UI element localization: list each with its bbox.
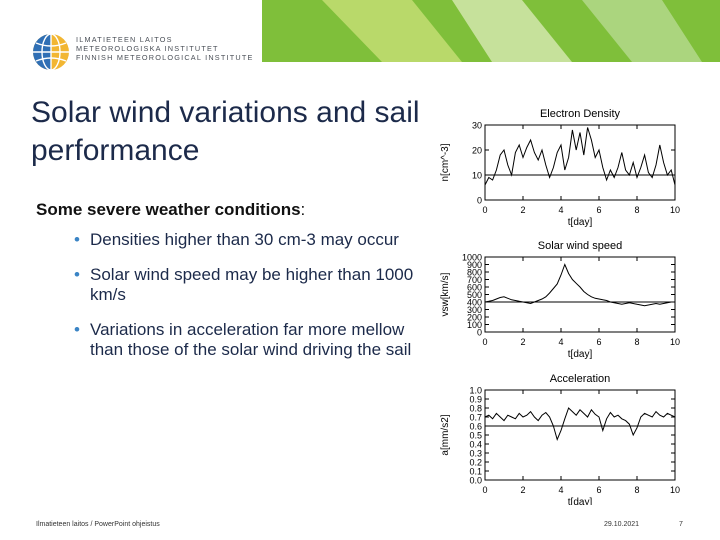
- institute-name-sv: METEOROLOGISKA INSTITUTET: [76, 44, 219, 53]
- x-tick-label: 6: [596, 485, 601, 495]
- x-tick-label: 4: [558, 205, 563, 215]
- institute-name-en: FINNISH METEOROLOGICAL INSTITUTE: [76, 53, 254, 62]
- plot-frame: [484, 256, 676, 333]
- header-banner: [262, 0, 720, 62]
- footer-date: 29.10.2021: [604, 521, 640, 528]
- chart-title: Acceleration: [550, 373, 611, 385]
- x-tick-label: 2: [520, 337, 525, 347]
- y-tick-label: 0.0: [469, 476, 482, 486]
- x-axis-label: t[day]: [568, 497, 593, 505]
- institute-name: ILMATIETEEN LAITOS METEOROLOGISKA INSTIT…: [76, 35, 254, 62]
- y-tick-label: 500: [467, 290, 482, 300]
- x-tick-label: 2: [520, 485, 525, 495]
- y-tick-label: 20: [472, 146, 482, 156]
- x-tick-label: 10: [670, 485, 680, 495]
- x-tick-label: 0: [482, 205, 487, 215]
- plot-frame: [484, 124, 676, 201]
- x-tick-label: 0: [482, 485, 487, 495]
- y-tick-label: 1000: [462, 253, 482, 263]
- y-tick-label: 300: [467, 305, 482, 315]
- x-axis-label: t[day]: [568, 217, 593, 228]
- chart-2: Solar wind speed010020030040050060070080…: [440, 240, 680, 360]
- y-tick-label: 400: [467, 298, 482, 308]
- y-tick-label: 0.3: [469, 449, 482, 459]
- y-tick-label: 0.5: [469, 431, 482, 441]
- y-tick-label: 10: [472, 171, 482, 181]
- banner-stripe-white: [582, 0, 702, 62]
- data-series-line: [484, 127, 676, 186]
- x-tick-label: 4: [558, 485, 563, 495]
- y-tick-label: 0.1: [469, 467, 482, 477]
- y-axis-label: vsw[km/s]: [440, 272, 451, 316]
- y-tick-label: 0: [477, 328, 482, 338]
- x-tick-label: 8: [634, 337, 639, 347]
- bullet-item: Variations in acceleration far more mell…: [74, 320, 424, 360]
- slide-title: Solar wind variations and sail performan…: [31, 96, 420, 167]
- y-tick-label: 0.7: [469, 413, 482, 423]
- x-tick-label: 8: [634, 485, 639, 495]
- y-tick-label: 600: [467, 283, 482, 293]
- slide-subtitle: Some severe weather conditions:: [36, 200, 305, 220]
- x-tick-label: 8: [634, 205, 639, 215]
- x-axis-label: t[day]: [568, 349, 593, 360]
- x-tick-label: 2: [520, 205, 525, 215]
- subtitle-colon: :: [300, 200, 306, 219]
- y-tick-label: 100: [467, 320, 482, 330]
- x-tick-label: 0: [482, 337, 487, 347]
- y-axis-label: n[cm^-3]: [440, 143, 451, 181]
- chart-title: Solar wind speed: [538, 240, 622, 252]
- y-tick-label: 0: [477, 196, 482, 206]
- y-tick-label: 0.2: [469, 458, 482, 468]
- y-tick-label: 30: [472, 121, 482, 131]
- bullet-item: Solar wind speed may be higher than 1000…: [74, 265, 424, 305]
- footer-left: Ilmatieteen laitos / PowerPoint ohjeistu…: [36, 521, 160, 528]
- subtitle-bold: Some severe weather conditions: [36, 200, 301, 219]
- y-axis-label: a[mm/s2]: [440, 414, 451, 455]
- y-tick-label: 1.0: [469, 386, 482, 396]
- data-series-line: [484, 263, 675, 307]
- y-tick-label: 0.6: [469, 422, 482, 432]
- bullet-item: Densities higher than 30 cm-3 may occur: [74, 230, 424, 250]
- banner-stripe-pale: [452, 0, 572, 62]
- chart-1: Electron Density 0 10 20 30 0 2 4 6 8 10 t[day] n[cm…: [440, 108, 680, 228]
- y-tick-label: 700: [467, 275, 482, 285]
- bullet-list: Densities higher than 30 cm-3 may occur …: [74, 230, 424, 375]
- chart-title: Electron Density: [540, 108, 621, 120]
- globe-logo-icon: [33, 33, 69, 71]
- y-tick-label: 800: [467, 268, 482, 278]
- y-tick-label: 0.9: [469, 395, 482, 405]
- x-tick-label: 6: [596, 205, 601, 215]
- data-series-line: [484, 407, 676, 442]
- x-tick-label: 4: [558, 337, 563, 347]
- y-tick-label: 900: [467, 260, 482, 270]
- y-tick-label: 0.4: [469, 440, 482, 450]
- y-tick-label: 0.8: [469, 404, 482, 414]
- x-tick-label: 10: [670, 205, 680, 215]
- institute-name-fi: ILMATIETEEN LAITOS: [76, 35, 173, 44]
- plot-frame: [484, 389, 676, 481]
- x-tick-label: 10: [670, 337, 680, 347]
- y-tick-label: 200: [467, 313, 482, 323]
- footer-page: 7: [679, 521, 683, 528]
- x-tick-label: 6: [596, 337, 601, 347]
- chart-3: Acceleration0.00.10.20.30.40.50.60.70.80…: [440, 373, 680, 505]
- banner-stripe-light: [322, 0, 462, 62]
